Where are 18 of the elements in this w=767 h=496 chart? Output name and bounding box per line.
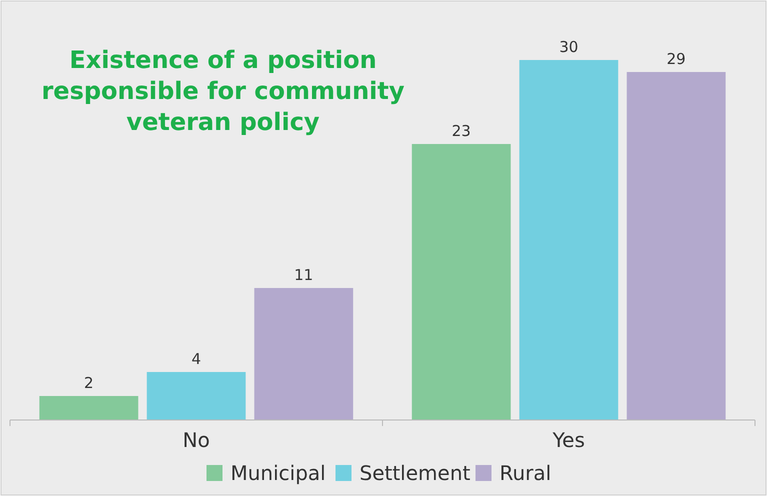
text: Existence of a position responsible for community veteran policy [41, 46, 405, 136]
x-tick-label: Yes [552, 428, 585, 452]
data-label: 11 [294, 266, 314, 284]
bar [412, 144, 511, 420]
data-label: 23 [452, 122, 471, 140]
data-label: 30 [559, 38, 578, 56]
bar [519, 60, 618, 420]
legend-label: Rural [500, 461, 552, 485]
legend-label: Settlement [360, 461, 471, 485]
data-label: 29 [666, 50, 686, 68]
bar [146, 372, 246, 420]
data-label: 2 [84, 374, 94, 392]
legend-label: Municipal [230, 461, 326, 485]
x-tick-label: No [182, 428, 210, 452]
bar [39, 396, 138, 420]
bar [254, 288, 354, 420]
bar [626, 72, 726, 420]
data-label: 4 [191, 350, 202, 368]
